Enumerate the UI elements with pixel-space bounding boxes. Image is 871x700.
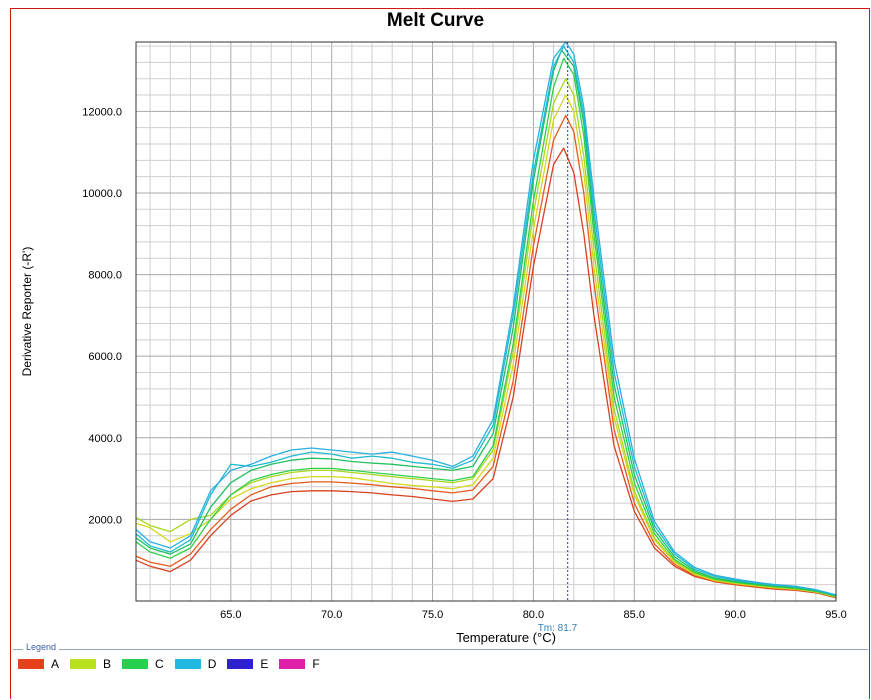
legend-item-a: A — [18, 657, 59, 671]
legend-label: B — [103, 657, 112, 671]
legend-label: A — [51, 657, 60, 671]
x-tick-label: 95.0 — [825, 609, 846, 621]
chart-frame — [10, 8, 870, 699]
y-axis-label: Derivative Reporter (-R') — [20, 247, 34, 377]
legend-label: C — [155, 657, 164, 671]
series-line-c-6 — [135, 49, 837, 597]
x-tick-label: 80.0 — [523, 609, 544, 621]
legend-swatch — [174, 659, 201, 669]
legend-item-c: C — [122, 657, 164, 671]
axes: 65.0 70.0 75.0 80.0 85.0 90.0 95.0 2000.0 4000.0… — [82, 106, 846, 621]
x-tick-label: 90.0 — [724, 609, 745, 621]
legend-label: D — [207, 657, 217, 671]
x-tick-label: 85.0 — [624, 609, 645, 621]
legend-item-e: E — [227, 657, 268, 671]
series-line-d-7 — [135, 45, 837, 596]
y-tick-label: 12000.0 — [82, 106, 122, 118]
grid — [136, 42, 837, 601]
tm-label: Tm: 81.7 — [538, 623, 578, 634]
legend-swatch — [279, 659, 306, 669]
series-line-a-2 — [135, 114, 837, 598]
x-tick-label: 65.0 — [220, 609, 241, 621]
legend-label: E — [260, 657, 269, 671]
legend-items: A B C D E F — [18, 657, 320, 671]
x-axis-label: Temperature (°C) — [456, 630, 556, 645]
series-line-c-5 — [135, 57, 837, 597]
series-line-d-8 — [135, 41, 837, 596]
y-tick-label: 4000.0 — [88, 433, 122, 445]
x-tick-label: 70.0 — [321, 609, 342, 621]
series-layer — [135, 41, 837, 599]
legend-swatch — [18, 659, 44, 669]
legend-title: Legend — [23, 642, 60, 652]
legend-swatch — [70, 659, 97, 669]
legend-label: F — [312, 657, 320, 671]
x-tick-label: 75.0 — [422, 609, 443, 621]
legend-item-d: D — [174, 657, 217, 671]
legend-item-b: B — [70, 657, 111, 671]
legend-swatch — [122, 659, 149, 669]
tm-annotation: Tm: 81.7 — [538, 42, 578, 634]
legend-swatch — [227, 659, 254, 669]
series-line-b-4 — [135, 78, 837, 598]
melt-curve-chart: Tm: 81.7 65.0 70.0 75.0 80.0 85.0 90.0 95.0 200… — [20, 41, 847, 645]
y-tick-label: 8000.0 — [88, 270, 122, 282]
legend: Legend A B C D E F — [13, 642, 868, 700]
y-tick-label: 2000.0 — [88, 514, 122, 526]
chart-title: Melt Curve — [386, 10, 485, 31]
y-tick-label: 10000.0 — [82, 188, 122, 200]
legend-item-f: F — [279, 657, 320, 671]
y-tick-label: 6000.0 — [88, 351, 122, 363]
series-line-b-3 — [135, 94, 837, 598]
plot-area — [135, 41, 837, 602]
